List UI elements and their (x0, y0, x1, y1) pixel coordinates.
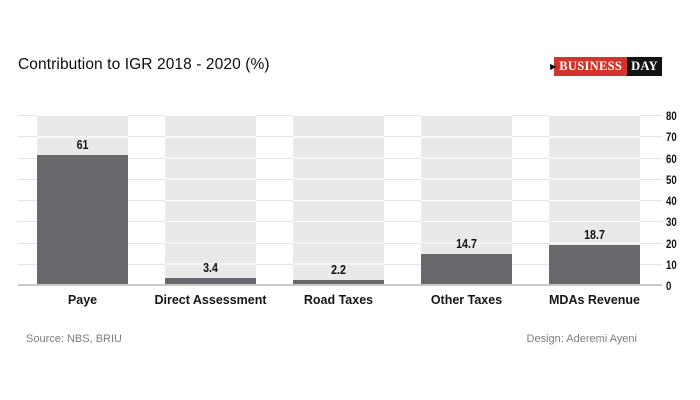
y-axis-tick-label: 10 (666, 257, 677, 272)
logo-day-text: DAY (627, 57, 662, 76)
bar-value-label: 14.7 (456, 235, 477, 251)
column-bg-direct-assessment (165, 115, 256, 285)
bar-value-label: 3.4 (203, 259, 218, 275)
logo-business-text: BUSINESS (554, 57, 628, 76)
x-axis-line (18, 284, 662, 286)
y-axis-tick-label: 50 (666, 172, 677, 187)
bar-road-taxes (293, 280, 384, 285)
logo-arrow-icon: ▶ (550, 61, 557, 71)
y-axis-tick-label: 40 (666, 194, 677, 208)
x-axis-label: MDAs Revenue (549, 293, 640, 307)
bar-direct-assessment (165, 277, 256, 285)
y-axis-tick-label: 30 (666, 215, 677, 230)
y-axis-tick-label: 20 (666, 236, 677, 251)
source-note: Source: NBS, BRIU (26, 333, 122, 345)
bar-value-label: 2.2 (331, 262, 346, 278)
x-axis-label: Paye (67, 293, 98, 307)
y-axis-tick-label: 80 (666, 109, 677, 123)
x-axis-label: Other Taxes (430, 293, 503, 307)
y-axis-tick-label: 70 (666, 130, 677, 145)
bar-other-taxes (421, 253, 512, 285)
x-axis-label: Direct Assessment (154, 293, 267, 307)
y-axis-tick-label: 0 (666, 279, 672, 293)
x-axis-label: Road Taxes (303, 293, 374, 307)
page-title: Contribution to IGR 2018 - 2020 (%) (18, 56, 270, 73)
bar-value-label: 61 (76, 137, 89, 153)
column-bg-road-taxes (293, 115, 384, 285)
businessday-logo: ▶ BUSINESS DAY (550, 57, 662, 76)
design-credit: Design: Aderemi Ayeni (526, 333, 637, 345)
bar-paye (37, 155, 128, 285)
bar-value-label: 18.7 (584, 227, 605, 243)
bar-mdas-revenue (549, 245, 640, 285)
y-axis-tick-label: 60 (666, 151, 677, 166)
